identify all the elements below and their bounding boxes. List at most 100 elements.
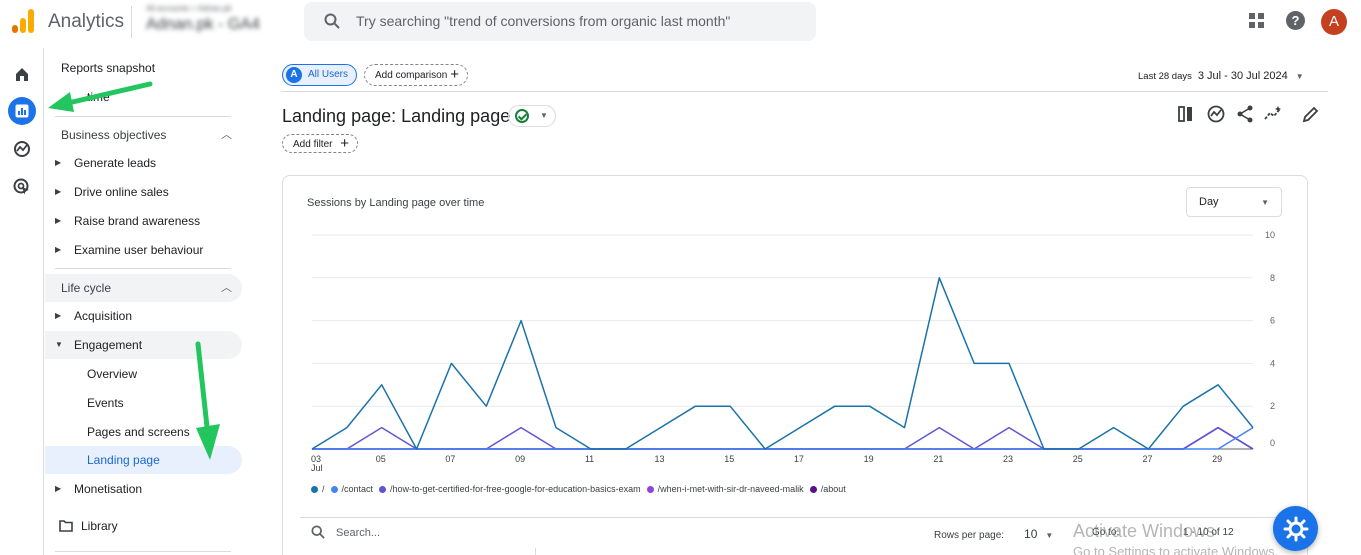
legend-label: /about [820, 484, 846, 494]
table-search[interactable]: Search... [311, 525, 380, 544]
caret-right-icon: ▶ [55, 158, 62, 167]
plus-icon: + [450, 66, 459, 83]
series-line[interactable] [312, 426, 1254, 450]
y-tick-label: 8 [1270, 273, 1275, 283]
legend-item[interactable]: /about [809, 484, 846, 494]
interval-select[interactable]: Day ▼ [1186, 187, 1282, 217]
caret-down-icon: ▼ [1295, 72, 1304, 81]
x-tick-label: 21 [933, 454, 943, 464]
caret-down-icon: ▼ [540, 111, 548, 120]
explore-icon[interactable] [8, 135, 36, 163]
header-divider [281, 91, 1328, 92]
legend-item[interactable]: /when-i-met-with-sir-dr-naveed-malik [646, 484, 804, 494]
avatar[interactable]: A [1321, 9, 1347, 35]
annotation-arrow-icon [195, 341, 220, 460]
sidebar-section-life-cycle[interactable]: Life cycle ︿ [45, 274, 242, 302]
date-range-picker[interactable]: Last 28 days 3 Jul - 30 Jul 2024 ▼ [1138, 68, 1304, 82]
table-search-placeholder: Search... [336, 527, 381, 539]
sidebar-divider [55, 551, 231, 552]
interval-value: Day [1199, 196, 1219, 208]
sidebar-section-business-objectives[interactable]: Business objectives ︿ [45, 121, 242, 149]
sidebar-item-reports-snapshot[interactable]: Reports snapshot [61, 61, 156, 75]
chevron-up-icon: ︿ [221, 282, 232, 294]
x-tick-label: 29 [1212, 454, 1222, 464]
table-divider [300, 517, 1308, 518]
insights-icon[interactable] [1206, 104, 1226, 124]
sidebar-item-library[interactable]: Library [45, 512, 242, 540]
x-tick-label: 19 [864, 454, 874, 464]
property-name: Adnan.pk - GA4 [146, 16, 260, 33]
left-rail [0, 48, 44, 555]
share-icon[interactable] [1235, 104, 1255, 124]
segment-chip-all-users[interactable]: A All Users [282, 64, 357, 86]
caret-down-icon: ▼ [1045, 531, 1054, 540]
sidebar-item-acquisition[interactable]: ▶ Acquisition [45, 302, 242, 330]
legend-item[interactable]: / [311, 484, 325, 494]
go-to-page[interactable]: Go to: [1092, 527, 1120, 538]
check-circle-icon [515, 109, 529, 123]
x-tick-label: 27 [1142, 454, 1152, 464]
trend-sparkle-icon[interactable] [1263, 104, 1283, 124]
sidebar-item-events[interactable]: Events [87, 396, 124, 410]
sidebar-item-generate-leads[interactable]: ▶ Generate leads [45, 149, 242, 177]
data-quality-status-chip[interactable]: ▼ [508, 105, 556, 127]
compare-icon[interactable] [1176, 104, 1196, 124]
caret-right-icon: ▶ [55, 311, 62, 320]
search-icon [311, 525, 325, 539]
search-placeholder: Try searching "trend of conversions from… [356, 13, 731, 29]
edit-pencil-icon[interactable] [1301, 104, 1321, 124]
y-tick-label: 6 [1270, 316, 1275, 326]
home-icon[interactable] [8, 60, 36, 88]
legend-item[interactable]: /how-to-get-certified-for-free-google-fo… [379, 484, 641, 494]
legend-swatch [379, 486, 387, 493]
add-comparison-button[interactable]: Add comparison + [364, 64, 468, 86]
plus-icon: + [340, 135, 349, 152]
apps-grid-icon[interactable] [1249, 13, 1265, 29]
sidebar-divider [55, 116, 231, 117]
sidebar-item-engagement[interactable]: ▼ Engagement [45, 331, 242, 359]
account-selector[interactable]: All accounts > Adnan.pk Adnan.pk - GA4 [146, 4, 286, 34]
caret-right-icon: ▶ [55, 216, 62, 225]
search-icon [324, 13, 340, 29]
series-line[interactable] [311, 277, 1254, 450]
windows-watermark: Activate Windows Go to Settings to activ… [1073, 521, 1279, 555]
assistant-fab[interactable] [1273, 506, 1318, 551]
x-tick-label: 17 [794, 454, 804, 464]
reports-icon[interactable] [8, 97, 36, 125]
x-tick-label: 23 [1003, 454, 1013, 464]
app-name: Analytics [48, 11, 125, 32]
sidebar-item-overview[interactable]: Overview [87, 367, 138, 381]
x-tick-label: 11 [585, 454, 594, 464]
gear-sparkle-icon [1283, 516, 1308, 541]
help-icon[interactable]: ? [1286, 11, 1305, 30]
sidebar-item-raise-brand-awareness[interactable]: ▶ Raise brand awareness [45, 207, 242, 235]
chart-legend: / /contact/how-to-get-certified-for-free-… [311, 484, 852, 494]
segment-label: All Users [308, 69, 349, 80]
rows-per-page-value: 10 [1024, 527, 1038, 541]
legend-label: /when-i-met-with-sir-dr-naveed-malik [657, 484, 804, 494]
legend-label: /how-to-get-certified-for-free-google-fo… [390, 484, 641, 494]
sidebar-item-monetisation[interactable]: ▶ Monetisation [45, 475, 242, 503]
chart-title: Sessions by Landing page over time [307, 197, 485, 209]
add-filter-button[interactable]: Add filter + [282, 134, 358, 153]
x-tick-label: Jul [311, 463, 323, 473]
sidebar-divider [55, 268, 231, 269]
rows-per-page[interactable]: Rows per page: 10 ▼ [934, 527, 1054, 541]
legend-item[interactable]: /contact [330, 484, 373, 494]
folder-icon [59, 520, 73, 532]
caret-right-icon: ▶ [55, 484, 62, 493]
segment-letter: A [286, 67, 302, 83]
analytics-logo-icon[interactable] [12, 9, 34, 33]
caret-down-icon: ▼ [55, 340, 63, 349]
date-range-label: Last 28 days [1138, 71, 1192, 82]
x-tick-label: 15 [724, 454, 734, 464]
sidebar-item-drive-online-sales[interactable]: ▶ Drive online sales [45, 178, 242, 206]
search-bar[interactable]: Try searching "trend of conversions from… [304, 2, 816, 41]
advertising-icon[interactable] [8, 173, 36, 201]
legend-swatch [809, 486, 817, 493]
sidebar-item-examine-user-behaviour[interactable]: ▶ Examine user behaviour [45, 236, 242, 264]
sidebar-item-pages-and-screens[interactable]: Pages and screens [87, 425, 190, 439]
caret-down-icon: ▼ [1261, 198, 1269, 207]
date-range-value: 3 Jul - 30 Jul 2024 [1197, 70, 1288, 82]
